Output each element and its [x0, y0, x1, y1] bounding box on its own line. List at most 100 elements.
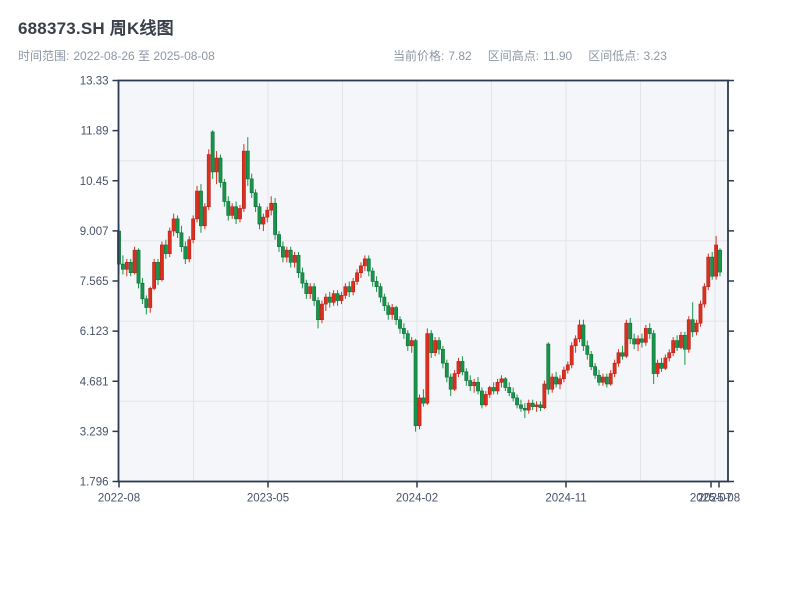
candle-down	[199, 190, 203, 227]
stat-range-low-value: 3.23	[643, 49, 667, 63]
candle-up	[558, 378, 562, 385]
candle-up	[355, 272, 359, 282]
candle-down	[382, 296, 387, 307]
candle-down	[620, 352, 625, 357]
candle-down	[386, 305, 391, 315]
candle-down	[659, 362, 664, 369]
candle-down	[464, 371, 469, 381]
x-tick-label: 2024-11	[545, 493, 586, 505]
candle-up	[269, 202, 274, 211]
candle-down	[398, 319, 402, 329]
candle-up	[561, 369, 566, 380]
candle-down	[210, 131, 215, 173]
candle-down	[507, 387, 512, 394]
y-tick-label: 4.681	[80, 376, 109, 388]
candle-up	[616, 352, 621, 364]
candle-up	[202, 206, 207, 227]
candle-up	[261, 216, 266, 225]
x-tick-label: 2025-07	[690, 493, 732, 505]
candle-down	[140, 282, 145, 300]
candle-up	[495, 381, 500, 392]
candle-down	[597, 375, 601, 383]
candle-up	[359, 265, 363, 274]
stats-bar: 当前价格: 7.82 区间高点: 11.90 区间低点: 3.23	[393, 47, 667, 64]
candle-down	[136, 249, 141, 284]
candle-down	[585, 345, 590, 355]
candle-up	[686, 319, 691, 350]
candle-down	[183, 246, 188, 260]
candle-up	[230, 206, 235, 216]
candle-up	[195, 190, 199, 220]
candle-down	[257, 206, 262, 225]
candle-down	[288, 249, 293, 263]
candle-down	[519, 404, 523, 409]
candle-down	[448, 376, 453, 390]
candle-down	[405, 333, 410, 347]
candle-up	[698, 303, 703, 324]
candle-up	[702, 286, 707, 305]
candle-down	[128, 262, 133, 274]
candle-up	[167, 230, 172, 254]
candle-down	[593, 366, 598, 376]
candle-up	[187, 239, 192, 260]
candle-down	[273, 202, 278, 235]
candle-down	[515, 397, 519, 406]
candle-up	[612, 362, 617, 374]
candle-down	[163, 244, 168, 254]
candle-down	[327, 296, 332, 303]
candle-up	[433, 340, 438, 354]
candle-down	[522, 408, 527, 411]
candle-down	[121, 263, 125, 270]
candle-up	[320, 303, 324, 320]
candle-up	[534, 404, 539, 407]
candle-up	[238, 208, 242, 220]
candle-up	[284, 249, 289, 258]
candle-down	[179, 232, 184, 247]
candle-up	[425, 333, 430, 404]
candle-down	[281, 246, 285, 258]
candle-up	[608, 373, 613, 385]
candle-up	[569, 345, 574, 366]
candle-up	[214, 157, 219, 173]
candle-down	[511, 392, 516, 399]
candle-up	[351, 281, 356, 293]
candle-down	[441, 348, 445, 364]
candle-down	[647, 328, 652, 334]
candle-up	[706, 256, 711, 287]
candle-down	[378, 286, 383, 298]
candle-down	[682, 335, 687, 350]
candle-down	[175, 218, 180, 234]
candle-down	[304, 282, 309, 294]
candle-down	[277, 234, 281, 247]
candle-up	[362, 258, 367, 267]
candle-up	[487, 387, 492, 395]
candle-down	[401, 328, 406, 334]
x-tick-label: 2022-08	[98, 493, 140, 505]
candle-down	[604, 376, 609, 385]
candle-up	[499, 378, 504, 383]
candle-up	[472, 381, 477, 387]
candle-down	[300, 272, 305, 284]
candle-down	[468, 380, 473, 387]
y-tick-label: 11.89	[81, 126, 109, 138]
candle-up	[152, 262, 157, 289]
y-tick-label: 1.796	[80, 477, 109, 489]
candle-down	[413, 340, 418, 427]
candle-down	[651, 333, 656, 374]
candle-down	[640, 338, 644, 343]
time-range-label: 时间范围:	[18, 49, 70, 63]
time-range-value: 2022-08-26 至 2025-08-08	[73, 49, 215, 63]
candle-up	[331, 293, 336, 303]
candle-down	[370, 270, 375, 282]
y-tick-label: 10.45	[80, 176, 109, 188]
candle-up	[456, 361, 461, 374]
candle-up	[667, 352, 672, 359]
candle-down	[222, 182, 227, 202]
candle-up	[573, 338, 578, 347]
candle-down	[444, 362, 449, 378]
candle-up	[542, 383, 547, 408]
candle-down	[491, 387, 496, 392]
candle-up	[550, 376, 555, 390]
candle-down	[421, 397, 426, 404]
